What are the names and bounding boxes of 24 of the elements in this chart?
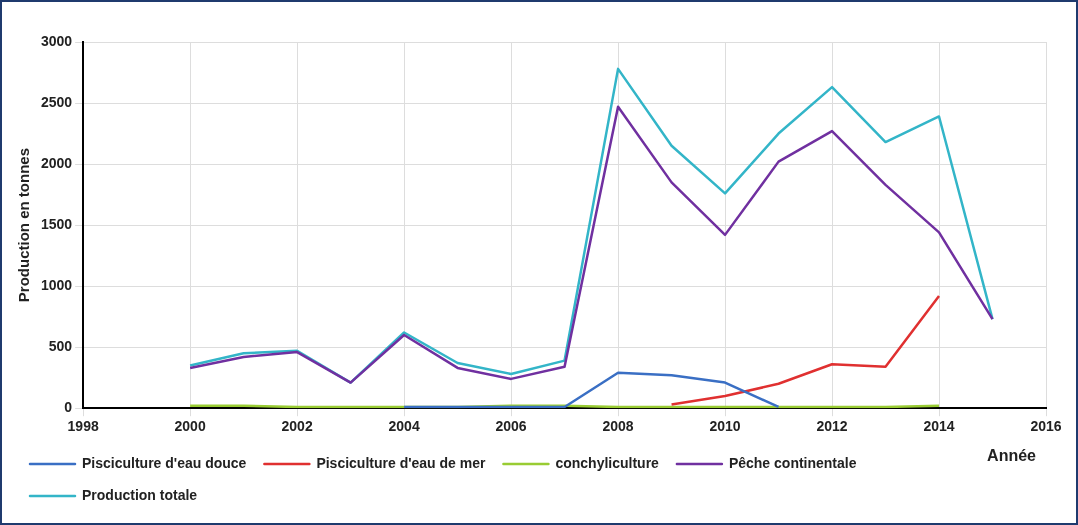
x-tick-label: 1998 — [67, 418, 99, 435]
y-tick-label: 2000 — [40, 154, 73, 171]
x-tick-label: 2016 — [1030, 418, 1062, 435]
y-tick-label: 1500 — [40, 215, 73, 232]
x-axis-title: Année — [987, 447, 1036, 465]
x-tick-label: 2014 — [923, 418, 955, 435]
x-tick-label: 2002 — [281, 418, 313, 435]
legend-label: Pêche continentale — [728, 454, 857, 471]
y-axis-title: Production en tonnes — [15, 148, 33, 303]
x-tick-label: 2008 — [602, 418, 634, 435]
x-tick-label: 2000 — [174, 418, 206, 435]
x-tick-label: 2010 — [709, 418, 741, 435]
legend-label: Production totale — [82, 486, 198, 503]
y-tick-label: 2500 — [40, 93, 73, 110]
y-tick-label: 0 — [64, 399, 73, 416]
legend-label: conchyliculture — [555, 454, 660, 471]
x-tick-label: 2004 — [388, 418, 420, 435]
legend-label: Pisciculture d'eau douce — [82, 454, 247, 471]
y-tick-label: 500 — [48, 338, 73, 355]
legend-label: Pisciculture d'eau de mer — [316, 454, 486, 471]
x-tick-label: 2006 — [495, 418, 527, 435]
y-tick-label: 3000 — [40, 32, 73, 49]
y-tick-label: 1000 — [40, 276, 73, 293]
x-tick-label: 2012 — [816, 418, 848, 435]
